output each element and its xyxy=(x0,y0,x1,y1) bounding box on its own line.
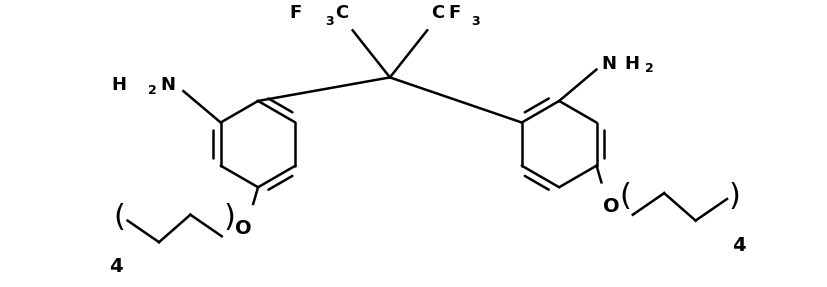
Text: F: F xyxy=(289,5,301,22)
Text: C: C xyxy=(335,5,348,22)
Text: 4: 4 xyxy=(109,257,122,276)
Text: O: O xyxy=(235,219,251,238)
Text: 2: 2 xyxy=(148,84,156,97)
Text: O: O xyxy=(602,197,619,216)
Text: H: H xyxy=(112,76,127,94)
Text: N: N xyxy=(160,76,174,94)
Text: ): ) xyxy=(728,182,740,211)
Text: F: F xyxy=(448,5,461,22)
Text: H: H xyxy=(623,55,638,73)
Text: C: C xyxy=(431,5,444,22)
Text: ): ) xyxy=(223,203,235,232)
Text: 2: 2 xyxy=(645,62,653,75)
Text: N: N xyxy=(600,55,615,73)
Text: 3: 3 xyxy=(325,15,333,28)
Text: (: ( xyxy=(113,203,126,232)
Text: 4: 4 xyxy=(731,236,744,255)
Text: 3: 3 xyxy=(471,15,480,28)
Text: (: ( xyxy=(619,182,630,211)
